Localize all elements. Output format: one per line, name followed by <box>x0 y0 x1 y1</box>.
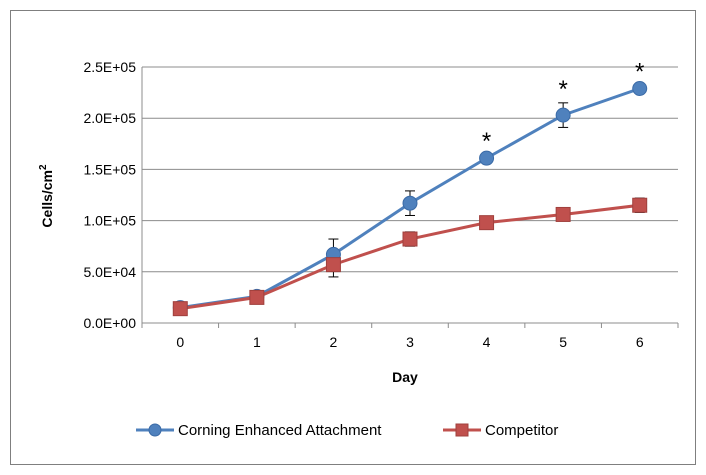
significance-annotations: * * * <box>482 58 644 155</box>
y-tick-label: 1.0E+05 <box>83 213 136 229</box>
data-point-series-2 <box>555 206 571 222</box>
data-point-series-2 <box>479 215 495 231</box>
legend-label-series-2: Competitor <box>485 422 558 439</box>
data-point-series-2 <box>402 231 418 247</box>
x-axis-title: Day <box>392 369 418 385</box>
legend-marker-series-2 <box>455 423 469 437</box>
chart-frame <box>10 10 696 465</box>
y-axis-title-superscript: 2 <box>38 164 49 170</box>
x-tick-label: 4 <box>483 334 491 350</box>
y-tick-label: 1.5E+05 <box>83 161 136 177</box>
legend: Corning Enhanced Attachment Competitor <box>136 422 558 439</box>
x-tick-label: 0 <box>176 334 184 350</box>
significance-marker: * <box>482 128 491 155</box>
y-tick-label: 2.5E+05 <box>83 59 136 75</box>
legend-item-series-2: Competitor <box>443 422 558 439</box>
legend-marker-series-1 <box>148 423 162 437</box>
axes: 0.0E+00 5.0E+04 1.0E+05 1.5E+05 2.0E+05 2.5E+… <box>83 59 679 350</box>
data-point-series-2 <box>325 257 341 273</box>
y-tick-label: 0.0E+00 <box>83 315 136 331</box>
significance-marker: * <box>635 58 644 85</box>
data-point-series-2 <box>172 301 188 317</box>
x-tick-label: 3 <box>406 334 414 350</box>
x-tick-label: 2 <box>330 334 338 350</box>
x-tick-label: 6 <box>636 334 644 350</box>
data-point-series-1 <box>632 81 648 97</box>
significance-marker: * <box>558 76 567 103</box>
y-tick-label: 5.0E+04 <box>83 264 136 280</box>
y-axis-title-text: Cells/cm <box>39 170 55 228</box>
data-point-series-1 <box>479 150 495 166</box>
data-point-series-1 <box>555 107 571 123</box>
data-markers <box>172 81 648 317</box>
legend-item-series-1: Corning Enhanced Attachment <box>136 422 382 439</box>
x-tick-label: 5 <box>559 334 567 350</box>
legend-label-series-1: Corning Enhanced Attachment <box>178 422 382 439</box>
data-point-series-2 <box>632 197 648 213</box>
x-tick-label: 1 <box>253 334 261 350</box>
gridlines <box>142 66 678 273</box>
y-tick-label: 2.0E+05 <box>83 110 136 126</box>
y-axis-title: Cells/cm2 <box>38 164 55 228</box>
data-point-series-1 <box>402 195 418 211</box>
data-point-series-2 <box>249 289 265 305</box>
